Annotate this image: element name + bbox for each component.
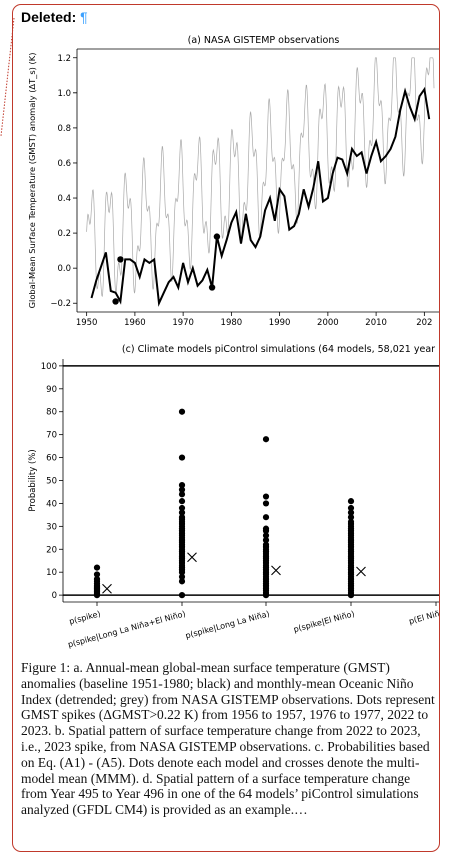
chart-c-title: (c) Climate models piControl simulations… — [122, 344, 435, 355]
chart-a-xtick-label: 2000 — [317, 318, 339, 327]
chart-a-xtick-label: 1970 — [172, 318, 194, 327]
chart-c-ytick-label: 20 — [46, 545, 57, 555]
chart-a-xtick-label: 1960 — [124, 318, 146, 327]
chart-c-ytick-label: 60 — [46, 454, 57, 464]
chart-a-ylabel: Global-Mean Surface Temperature (GMST) a… — [27, 53, 37, 309]
chart-a-xtick-label: 1990 — [269, 318, 291, 327]
model-dot — [178, 498, 186, 505]
chart-c-xtick-label: p(spike|Long La Niña) — [184, 609, 270, 640]
chart-a-ytick-label: 0.8 — [57, 124, 71, 134]
oni-grey-series — [86, 57, 435, 297]
model-dot — [178, 514, 186, 521]
model-dot — [93, 571, 101, 578]
model-dot — [262, 525, 270, 532]
model-dot — [347, 514, 355, 521]
spike-dot — [117, 256, 124, 263]
chart-a-xtick-label: 1950 — [76, 318, 98, 327]
chart-c-ytick-label: 30 — [46, 522, 57, 532]
spike-dot — [208, 284, 216, 291]
model-dot — [178, 481, 186, 489]
model-dot — [347, 498, 355, 505]
chart-c-ytick-label: 80 — [46, 408, 57, 418]
model-dot — [347, 504, 355, 512]
chart-a-ytick-label: 1.2 — [57, 54, 71, 64]
model-dot — [262, 532, 270, 539]
chart-c-xtick-label: p(El Niñ — [408, 609, 440, 626]
gmst-black-series — [90, 86, 431, 307]
model-dot — [178, 454, 186, 461]
chart-c-ytick-label: 100 — [41, 362, 57, 372]
piControl-probability-chart: (c) Climate models piControl simulations… — [28, 344, 440, 649]
chart-c-ytick-label: 70 — [46, 431, 57, 441]
chart-c-ytick-label: 10 — [46, 568, 57, 578]
model-dot — [347, 509, 355, 516]
spike-dot — [112, 298, 119, 305]
model-dot — [347, 518, 355, 525]
chart-a-ytick-label: 0.6 — [57, 159, 71, 169]
model-dot — [262, 493, 270, 500]
model-dot — [93, 564, 101, 571]
model-dot — [178, 509, 186, 516]
chart-c-ytick-label: 50 — [46, 477, 57, 487]
chart-a-ytick-label: 0.4 — [57, 194, 71, 204]
deleted-comment-balloon[interactable]: Deleted: ¶ (a) NASA GISTEMP observations… — [12, 4, 440, 852]
model-dot — [178, 486, 186, 493]
model-dot — [262, 537, 270, 544]
chart-c-xtick-label: p(spike|El Niño) — [293, 609, 356, 634]
figure-caption: Figure 1: a. Annual-mean global-mean sur… — [21, 660, 437, 818]
chart-c-ytick-label: 40 — [46, 499, 57, 509]
model-dot — [178, 408, 186, 415]
deleted-label: Deleted: — [21, 9, 77, 25]
caption-text: Figure 1: a. Annual-mean global-mean sur… — [21, 660, 435, 818]
model-dot — [178, 592, 186, 599]
chart-a-ytick-label: 1.0 — [57, 89, 71, 99]
chart-a-ytick-label: 0.0 — [57, 264, 71, 274]
model-dot — [178, 573, 186, 580]
mmm-cross-marker — [102, 583, 112, 594]
chart-c-ylabel: Probability (%) — [28, 449, 38, 511]
mmm-cross-marker — [271, 565, 281, 576]
model-dot — [178, 504, 186, 512]
model-dot — [262, 436, 270, 443]
comment-header: Deleted: ¶ — [21, 9, 88, 25]
chart-a-xtick-label: 2010 — [365, 318, 387, 327]
chart-a-ytick-label: −0.2 — [50, 299, 71, 309]
spike-dot — [213, 233, 221, 240]
model-dot — [93, 575, 101, 583]
mmm-cross-marker — [187, 552, 197, 563]
mmm-cross-marker — [356, 566, 366, 577]
model-dot — [262, 514, 270, 521]
chart-c-ytick-label: 0 — [52, 591, 57, 601]
gistemp-line-chart: (a) NASA GISTEMP observations −0.2 0.0 0.2 0… — [27, 35, 439, 327]
model-dot — [262, 541, 270, 548]
chart-a-xtick-label: 1980 — [221, 318, 243, 327]
model-dot — [178, 578, 186, 585]
chart-a-title: (a) NASA GISTEMP observations — [188, 35, 340, 46]
chart-a-ytick-label: 0.2 — [57, 229, 71, 239]
chart-a-xtick-label: 202 — [416, 318, 432, 327]
model-dot — [178, 491, 186, 498]
pilcrow-icon: ¶ — [80, 9, 88, 25]
chart-c-ytick-label: 90 — [46, 385, 57, 395]
chart-c-xtick-label: p(spike) — [68, 609, 101, 626]
model-dot — [262, 500, 270, 507]
